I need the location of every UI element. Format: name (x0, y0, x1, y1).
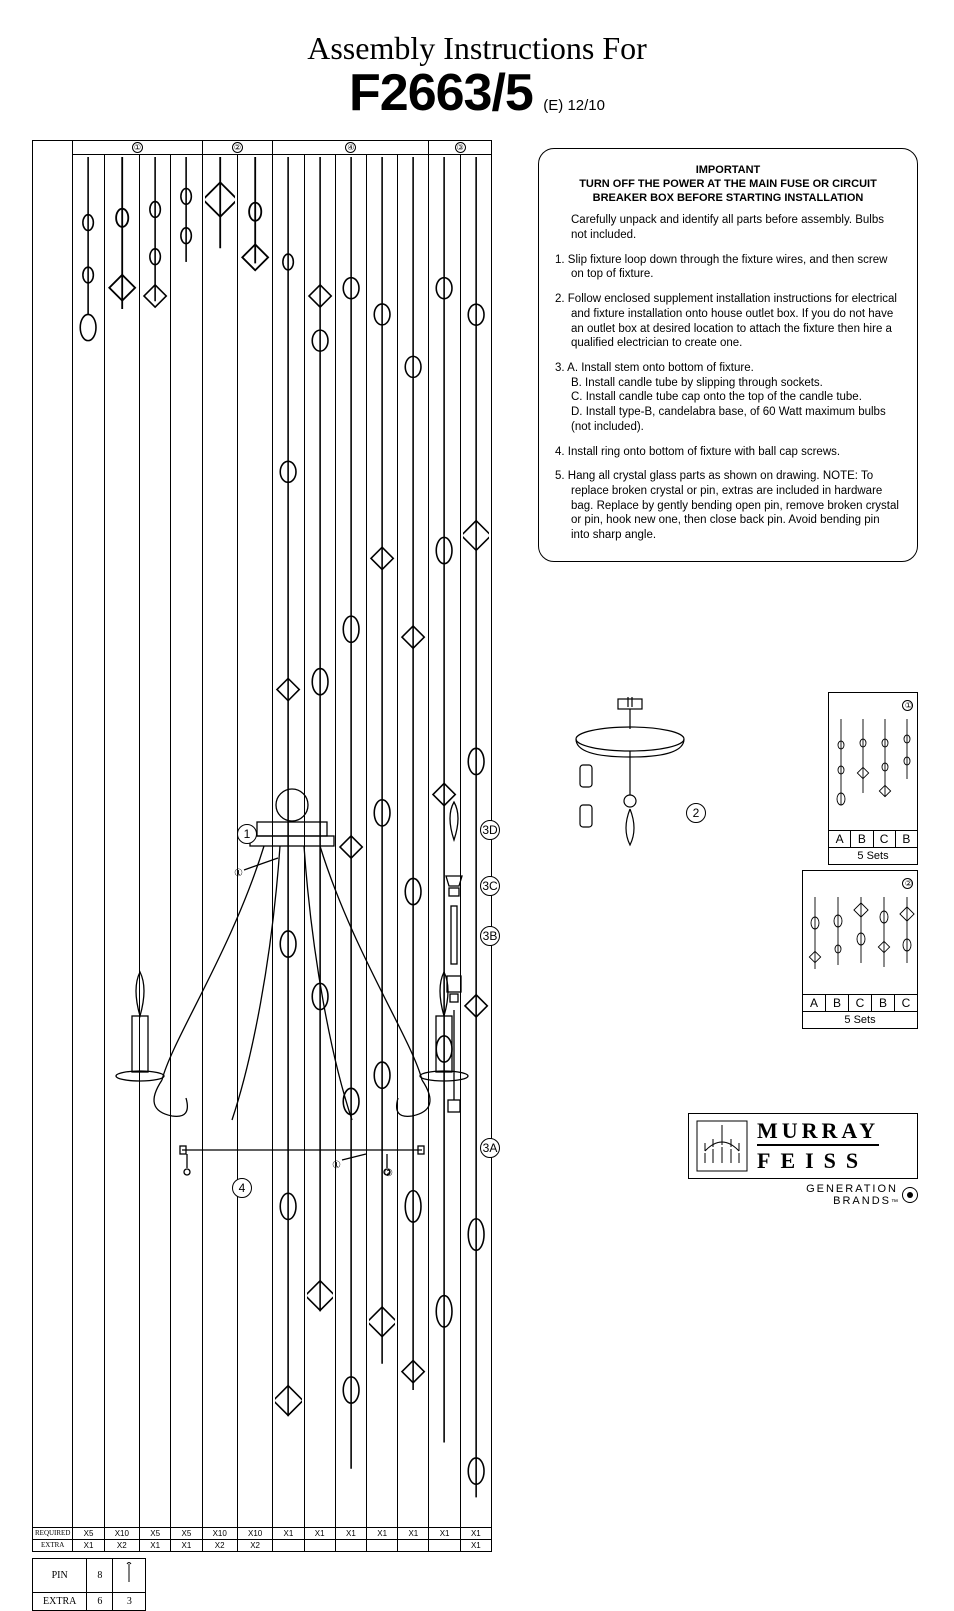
svg-text:②: ② (384, 1168, 393, 1179)
chandelier-icon (695, 1119, 749, 1173)
title-top: Assembly Instructions For (40, 30, 914, 67)
step-5: 5. Hang all crystal glass parts as shown… (555, 469, 901, 543)
group-3: ③ (429, 141, 492, 155)
logo-line1: MURRAY (757, 1118, 879, 1144)
sets1-legend: 5 Sets (829, 847, 917, 864)
brand-logo: MURRAY FEISS GENERATION BRANDS™ (688, 1113, 918, 1207)
instructions-intro: Carefully unpack and identify all parts … (555, 213, 901, 242)
generation-brands: GENERATION BRANDS™ (688, 1183, 918, 1207)
group-2: ② (202, 141, 273, 155)
diagram-sets-1: ① A B C B 5 Sets (828, 692, 918, 865)
svg-text:①: ① (234, 868, 243, 879)
sets2-legend: 5 Sets (803, 1011, 917, 1028)
sets1-cols: A B C B (829, 830, 917, 847)
required-row: REQUIRED X5X10X5X5X10X10X1X1X1X1X1X1X1 (33, 1527, 492, 1539)
model-suffix: (E) 12/10 (543, 97, 605, 114)
callout-1: 1 (237, 824, 257, 844)
diagram-step2: 2 (560, 695, 700, 875)
callout-3c: 3C (480, 876, 500, 896)
svg-text:①: ① (332, 1160, 341, 1171)
left-column: ① ② ④ ③ REQUIRED X5X10X5X5X10X10X1X1X1X1… (32, 140, 502, 1190)
callout-2: 2 (686, 803, 706, 823)
callout-3d: 3D (480, 820, 500, 840)
callout-3b: 3B (480, 926, 500, 946)
instructions-list: 1. Slip fixture loop down through the fi… (555, 253, 901, 543)
model-line: F2663/5 (E) 12/10 (40, 63, 914, 123)
callout-3a: 3A (480, 1138, 500, 1158)
important-heading: IMPORTANT TURN OFF THE POWER AT THE MAIN… (555, 163, 901, 205)
step-2: 2. Follow enclosed supplement installati… (555, 292, 901, 351)
pin-table: PIN8 EXTRA63 (32, 1558, 146, 1611)
extra-row: EXTRA X1X2X1X1X2X2X1 (33, 1539, 492, 1551)
right-column: IMPORTANT TURN OFF THE POWER AT THE MAIN… (538, 148, 918, 562)
bullseye-icon (902, 1187, 918, 1203)
sets2-cols: A B C B C (803, 994, 917, 1011)
model-number: F2663/5 (349, 64, 533, 122)
chandelier-diagram: ① ① ② 1 4 3D 3C 3B 3A (32, 780, 512, 1220)
instructions-box: IMPORTANT TURN OFF THE POWER AT THE MAIN… (538, 148, 918, 562)
header: Assembly Instructions For F2663/5 (E) 12… (40, 30, 914, 123)
step-4: 4. Install ring onto bottom of fixture w… (555, 445, 901, 460)
callout-4: 4 (232, 1178, 252, 1198)
step-3: 3. A. Install stem onto bottom of fixtur… (555, 361, 901, 435)
logo-line2: FEISS (757, 1144, 879, 1174)
diagram-sets-2: ② A B C B C 5 Sets (802, 870, 918, 1029)
group-1: ① (73, 141, 202, 155)
step-1: 1. Slip fixture loop down through the fi… (555, 253, 901, 282)
group-4: ④ (273, 141, 429, 155)
